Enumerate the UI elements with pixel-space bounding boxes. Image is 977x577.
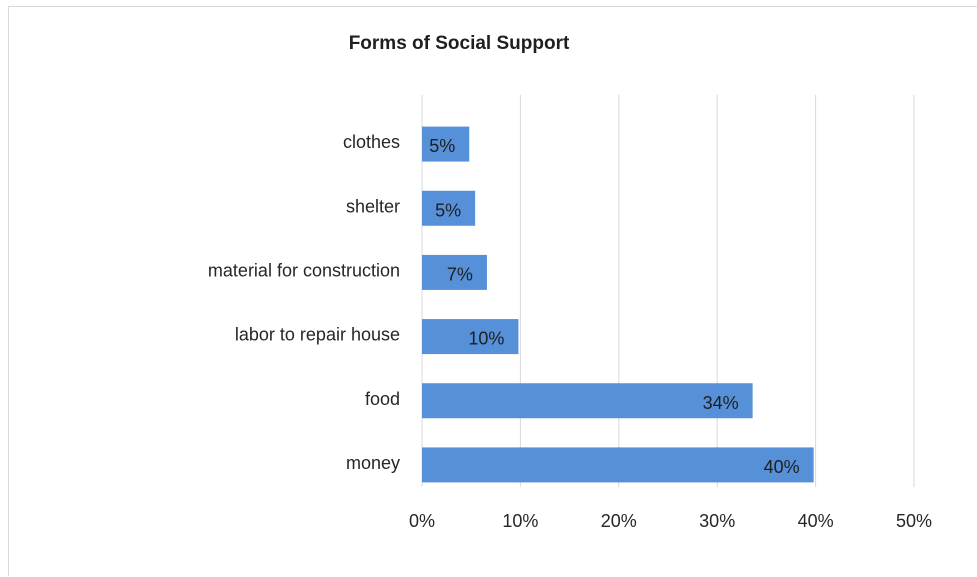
x-tick-label: 10%	[502, 511, 538, 531]
bars	[422, 126, 814, 483]
category-label: clothes	[343, 132, 400, 152]
data-label: 5%	[435, 200, 461, 220]
data-label: 5%	[429, 136, 455, 156]
bar	[422, 319, 519, 355]
gridlines	[421, 95, 915, 487]
category-label: money	[346, 453, 400, 473]
bar	[422, 126, 470, 162]
x-tick-label: 20%	[601, 511, 637, 531]
bar	[422, 254, 487, 290]
x-tick-label: 50%	[896, 511, 932, 531]
x-tick-label: 0%	[409, 511, 435, 531]
x-tick-label: 30%	[699, 511, 735, 531]
data-label: 40%	[764, 457, 800, 477]
bar	[422, 383, 753, 419]
data-label: 34%	[703, 393, 739, 413]
x-tick-label: 40%	[798, 511, 834, 531]
x-axis-tick-labels: 0% 10% 20% 30% 40% 50%	[409, 511, 932, 531]
bar	[422, 447, 814, 483]
bar-chart: Forms of Social Support clothes shelter ma…	[208, 33, 932, 531]
chart-area: Forms of Social Support clothes shelter ma…	[8, 6, 977, 576]
data-label: 10%	[468, 329, 504, 349]
data-labels: 5% 5% 7% 10% 34% 40%	[429, 136, 799, 477]
category-label: shelter	[346, 196, 400, 216]
bar	[422, 190, 476, 226]
data-label: 7%	[447, 264, 473, 284]
category-label: food	[365, 389, 400, 409]
category-label: material for construction	[208, 260, 400, 280]
chart-title: Forms of Social Support	[349, 33, 570, 54]
category-label: labor to repair house	[235, 325, 400, 345]
category-labels: clothes shelter material for construction l…	[208, 132, 400, 473]
